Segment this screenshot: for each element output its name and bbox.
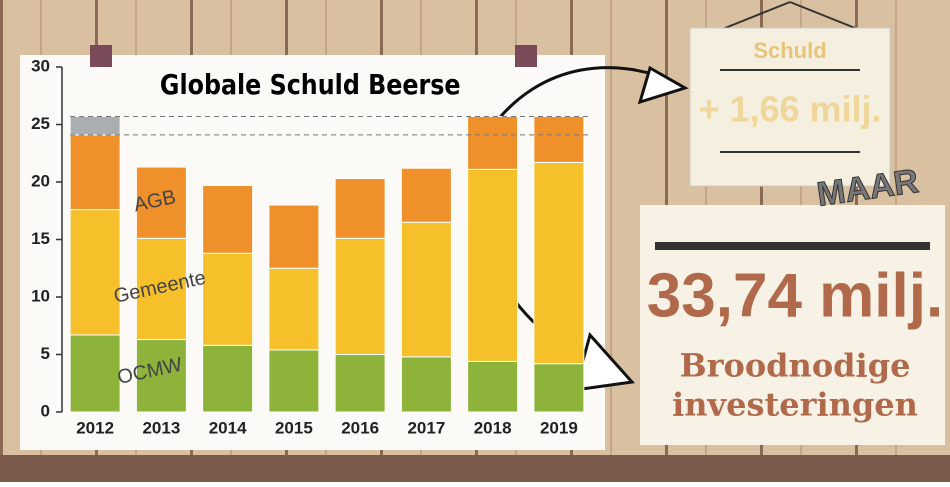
- bar-segment: [335, 238, 385, 354]
- bar-segment: [203, 253, 253, 345]
- bar-segment: [468, 116, 518, 169]
- y-tick-label: 0: [41, 401, 50, 420]
- y-tick-label: 25: [31, 114, 50, 133]
- bar-segment: [335, 355, 385, 413]
- floor-strip: [0, 455, 950, 482]
- bar-segment: [401, 168, 451, 222]
- rule: [655, 242, 930, 250]
- bar-segment: [269, 268, 319, 350]
- chart-title: Globale Schuld Beerse: [160, 69, 461, 101]
- x-tick-label: 2016: [341, 418, 379, 437]
- bar-segment: [468, 361, 518, 412]
- x-tick-label: 2013: [142, 418, 180, 437]
- bar-segment: [401, 222, 451, 357]
- caption: investeringen: [672, 386, 918, 424]
- y-tick-label: 20: [31, 171, 50, 190]
- bar-segment: [70, 335, 120, 412]
- bar-segment: [401, 357, 451, 412]
- bar-segment: [203, 345, 253, 412]
- big-value: 33,74 milj.: [647, 261, 943, 330]
- x-tick-label: 2012: [76, 418, 114, 437]
- bar-segment: [468, 169, 518, 361]
- caption: Broodnodige: [680, 347, 911, 385]
- bar-segment: [534, 364, 584, 412]
- infographic: Globale Schuld Beerse Schuld + 1,66 milj…: [0, 0, 950, 482]
- y-tick-label: 5: [41, 344, 50, 363]
- bar-segment: [70, 135, 120, 210]
- sign-value: + 1,66 milj.: [698, 89, 881, 130]
- y-tick-label: 10: [31, 286, 50, 305]
- bar-segment: [335, 179, 385, 239]
- x-tick-label: 2015: [275, 418, 313, 437]
- bar-segment: [534, 162, 584, 363]
- bar-segment: [269, 350, 319, 412]
- clip: [90, 45, 112, 67]
- x-tick-label: 2017: [407, 418, 445, 437]
- clip: [515, 45, 537, 67]
- bar-segment: [70, 116, 120, 134]
- y-tick-label: 15: [31, 229, 50, 248]
- bar-segment: [534, 116, 584, 162]
- x-tick-label: 2019: [540, 418, 578, 437]
- x-tick-label: 2018: [474, 418, 512, 437]
- bar-segment: [70, 210, 120, 335]
- y-tick-label: 30: [31, 56, 50, 75]
- bar-segment: [203, 185, 253, 253]
- bar-segment: [269, 205, 319, 268]
- x-tick-label: 2014: [209, 418, 247, 437]
- sign-title: Schuld: [753, 38, 826, 63]
